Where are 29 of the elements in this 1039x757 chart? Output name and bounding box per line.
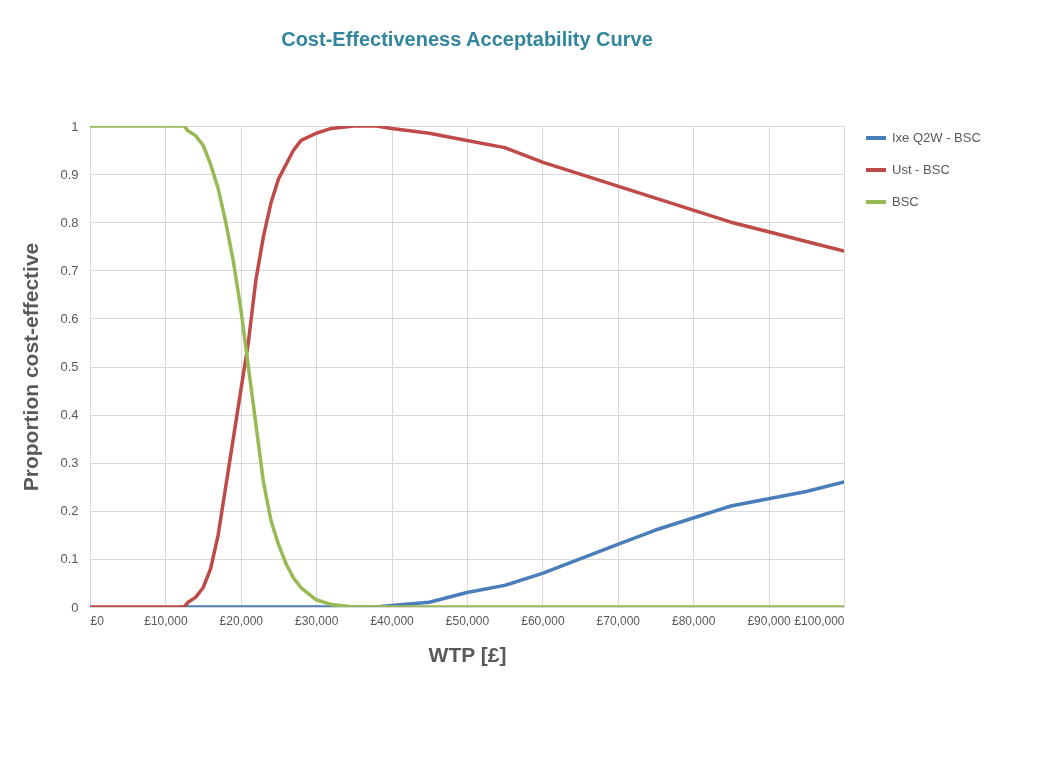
x-tick-label: £20,000 bbox=[219, 613, 264, 628]
x-tick-label: £80,000 bbox=[672, 613, 716, 628]
legend-label: BSC bbox=[892, 194, 919, 209]
y-tick-label: 0.8 bbox=[60, 214, 79, 230]
y-tick-label: 0.7 bbox=[60, 262, 79, 278]
x-tick-label: £60,000 bbox=[521, 613, 565, 628]
x-tick-label: £30,000 bbox=[295, 613, 339, 628]
y-tick-label: 0.6 bbox=[60, 310, 79, 326]
y-tick-label: 0.4 bbox=[60, 407, 79, 423]
y-tick-label: 0.2 bbox=[60, 503, 79, 519]
y-tick-label: 0.5 bbox=[60, 359, 79, 374]
chart-title: Cost-Effectiveness Acceptability Curve bbox=[281, 28, 653, 50]
x-axis-title: WTP [£] bbox=[428, 642, 507, 666]
x-tick-label: £0 bbox=[90, 613, 105, 628]
y-tick-label: 0.9 bbox=[60, 166, 79, 182]
y-axis-title: Proportion cost-effective bbox=[19, 242, 43, 492]
legend-label: Ust - BSC bbox=[892, 162, 950, 177]
x-tick-label: £50,000 bbox=[445, 613, 490, 628]
x-tick-label: £90,000 bbox=[747, 613, 792, 628]
y-tick-label: 0.1 bbox=[60, 551, 79, 567]
x-tick-label: £70,000 bbox=[596, 613, 641, 628]
line-series bbox=[90, 126, 844, 607]
x-tick-label: £40,000 bbox=[370, 613, 415, 628]
x-tick-label: £10,000 bbox=[144, 613, 188, 628]
y-tick-label: 0.3 bbox=[60, 455, 79, 471]
y-tick-label: 0 bbox=[71, 599, 79, 615]
legend-label: Ixe Q2W - BSC bbox=[892, 130, 981, 145]
y-tick-label: 1 bbox=[71, 118, 79, 134]
x-tick-label: £100,000 bbox=[794, 613, 845, 628]
